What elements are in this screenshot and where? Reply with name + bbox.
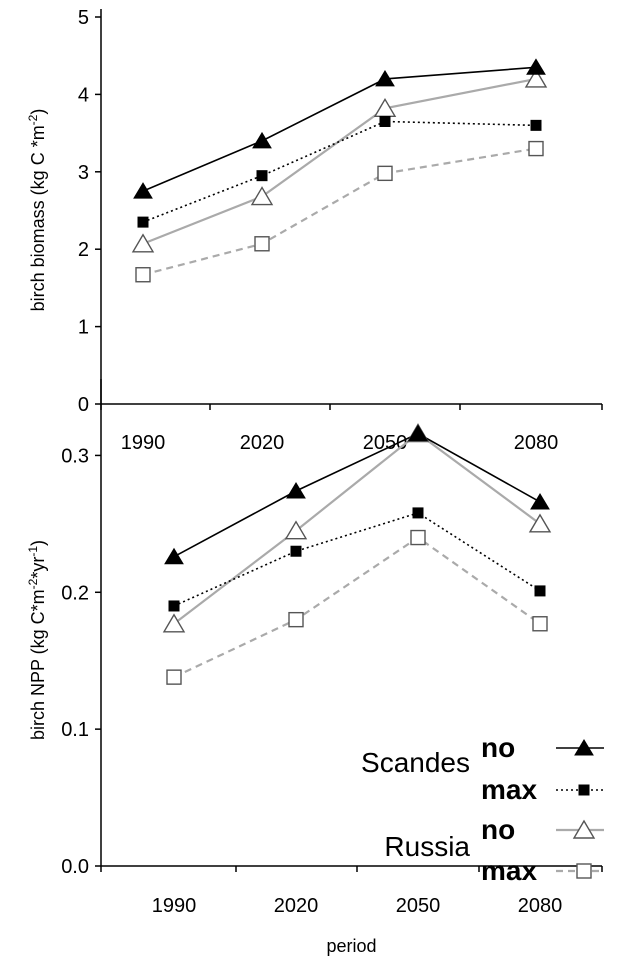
npp-x-axis-title: period (326, 936, 376, 956)
npp-data-point (530, 492, 550, 510)
biomass-series-line (142, 120, 537, 223)
biomass-data-point (254, 236, 270, 252)
biomass-data-point (528, 140, 544, 157)
biomass-y-tick-label: 0 (78, 394, 89, 416)
biomass-series-line (142, 66, 537, 192)
npp-series-line (173, 432, 541, 558)
biomass-chart: 0 1 2 3 4 5 1990 2020 2050 2080 birch biomass (kg … (26, 7, 603, 454)
biomass-y-axis-title-part: -2 (26, 114, 40, 125)
npp-data-point (290, 545, 302, 557)
npp-series-line (173, 512, 541, 607)
biomass-data-point (377, 165, 393, 182)
biomass-data-point (137, 216, 149, 228)
npp-data-point (164, 547, 184, 565)
npp-y-axis-title: birch NPP (kg C*m-2*yr-1) (26, 540, 48, 740)
legend-marker (574, 739, 594, 756)
biomass-series-line (142, 77, 537, 245)
biomass-series-line (142, 147, 537, 276)
npp-data-point (162, 613, 186, 633)
biomass-y-tick-label: 2 (78, 239, 89, 261)
biomass-x-tick-label: 2080 (514, 432, 559, 454)
npp-y-axis-title-part: -1 (26, 546, 40, 557)
npp-x-tick-label: 2080 (518, 895, 563, 917)
legend-marker (572, 819, 596, 839)
npp-y-axis-title-part: ) (28, 540, 48, 546)
biomass-data-point (252, 131, 272, 149)
npp-data-point (410, 529, 426, 546)
biomass-y-axis-title-part: ) (28, 109, 48, 115)
npp-data-point (532, 616, 548, 632)
npp-series-line (173, 536, 541, 679)
biomass-x-tick-label: 1990 (121, 432, 166, 454)
npp-data-point (528, 513, 552, 533)
biomass-data-point (135, 267, 151, 283)
npp-y-tick-label: 0.0 (61, 856, 89, 878)
npp-y-axis-title-part: *yr (28, 557, 48, 579)
biomass-x-tick-label: 2050 (363, 432, 408, 454)
npp-chart: 0.0 0.1 0.2 0.3 1990 2020 2050 2080 birch NPP (k… (26, 379, 603, 956)
npp-data-point (408, 424, 428, 442)
npp-x-tick-label: 1990 (152, 895, 197, 917)
biomass-data-point (256, 170, 268, 182)
npp-data-point (168, 600, 180, 612)
npp-data-point (284, 520, 308, 540)
biomass-data-point (379, 115, 391, 127)
legend-region-label: Russia (384, 831, 470, 862)
legend-entry-label: no (481, 814, 515, 845)
biomass-data-point (133, 182, 153, 199)
biomass-y-tick-label: 3 (78, 162, 89, 184)
biomass-x-tick-label: 2020 (240, 432, 285, 454)
npp-y-axis-title-part: birch NPP (kg C*m (28, 589, 48, 740)
npp-data-point (412, 507, 424, 519)
npp-series-line (173, 432, 541, 625)
npp-data-point (288, 611, 304, 628)
biomass-data-point (530, 119, 542, 131)
biomass-data-point (524, 68, 548, 88)
legend-entry-label: no (481, 732, 515, 763)
npp-x-tick-label: 2020 (274, 895, 319, 917)
npp-y-tick-label: 0.2 (61, 582, 89, 604)
npp-y-tick-label: 0.1 (61, 719, 89, 741)
npp-x-tick-label: 2050 (396, 895, 441, 917)
biomass-data-point (131, 233, 155, 253)
biomass-y-axis-title: birch biomass (kg C *m-2) (26, 109, 48, 312)
legend-entry-label: max (481, 855, 537, 886)
biomass-y-tick-label: 5 (78, 7, 89, 29)
biomass-y-tick-label: 1 (78, 317, 89, 339)
biomass-data-point (250, 186, 274, 206)
npp-y-tick-label: 0.3 (61, 445, 89, 467)
legend-marker (578, 784, 590, 796)
biomass-data-point (526, 58, 546, 75)
legend-entry-label: max (481, 774, 537, 805)
npp-y-axis-title-part: -2 (26, 578, 40, 589)
npp-data-point (534, 585, 546, 597)
npp-data-point (166, 669, 182, 685)
legend-region-label: Scandes (361, 747, 470, 778)
legend: Scandes no max Russia no max (361, 732, 604, 886)
biomass-data-point (375, 69, 395, 87)
biomass-y-tick-label: 4 (78, 84, 89, 106)
npp-data-point (286, 482, 306, 499)
biomass-y-axis-title-part: birch biomass (kg C *m (28, 125, 48, 311)
legend-marker (576, 863, 592, 879)
